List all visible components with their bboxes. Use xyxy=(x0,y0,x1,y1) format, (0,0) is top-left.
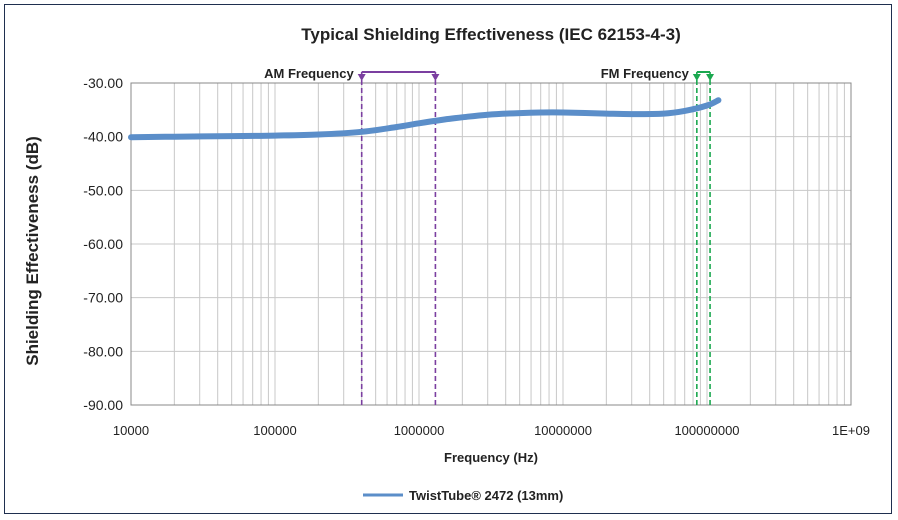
band-label: AM Frequency xyxy=(264,66,354,81)
x-tick-label: 1000000 xyxy=(394,423,445,438)
y-tick-label: -30.00 xyxy=(83,75,123,91)
x-tick-label: 100000 xyxy=(253,423,296,438)
band-arrow-end xyxy=(431,74,440,81)
y-tick-label: -80.00 xyxy=(83,343,123,359)
x-axis-label: Frequency (Hz) xyxy=(444,450,538,465)
x-tick-label: 100000000 xyxy=(674,423,739,438)
legend-label: TwistTube® 2472 (13mm) xyxy=(409,488,563,503)
x-tick-labels: 10000 100000 1000000 10000000 100000000 1E+09 xyxy=(113,423,870,438)
y-tick-label: -50.00 xyxy=(83,182,123,198)
chart-frame: Typical Shielding Effectiveness (IEC 621… xyxy=(4,4,892,514)
grid xyxy=(130,82,851,406)
frequency-bands: AM Frequency FM Frequency xyxy=(264,66,715,405)
plot-area xyxy=(130,82,852,406)
y-axis-label: Shielding Effectiveness (dB) xyxy=(23,136,42,366)
shielding-chart: Typical Shielding Effectiveness (IEC 621… xyxy=(23,25,870,503)
frequency-band: AM Frequency xyxy=(264,66,440,405)
x-tick-label: 10000 xyxy=(113,423,149,438)
y-tick-label: -60.00 xyxy=(83,236,123,252)
y-tick-label: -90.00 xyxy=(83,397,123,413)
x-tick-label: 1E+09 xyxy=(832,423,870,438)
series-layer xyxy=(128,97,722,141)
legend: TwistTube® 2472 (13mm) xyxy=(363,488,563,503)
x-tick-label: 10000000 xyxy=(534,423,592,438)
series-line xyxy=(128,97,722,141)
chart-title: Typical Shielding Effectiveness (IEC 621… xyxy=(301,25,681,44)
band-arrow-end xyxy=(706,74,715,81)
band-label: FM Frequency xyxy=(601,66,690,81)
band-arrow-start xyxy=(357,74,366,81)
frequency-band: FM Frequency xyxy=(601,66,715,405)
band-arrow-start xyxy=(692,74,701,81)
y-tick-labels: -30.00 -40.00 -50.00 -60.00 -70.00 -80.00 -90.… xyxy=(83,75,123,413)
y-tick-label: -70.00 xyxy=(83,290,123,306)
y-tick-label: -40.00 xyxy=(83,129,123,145)
